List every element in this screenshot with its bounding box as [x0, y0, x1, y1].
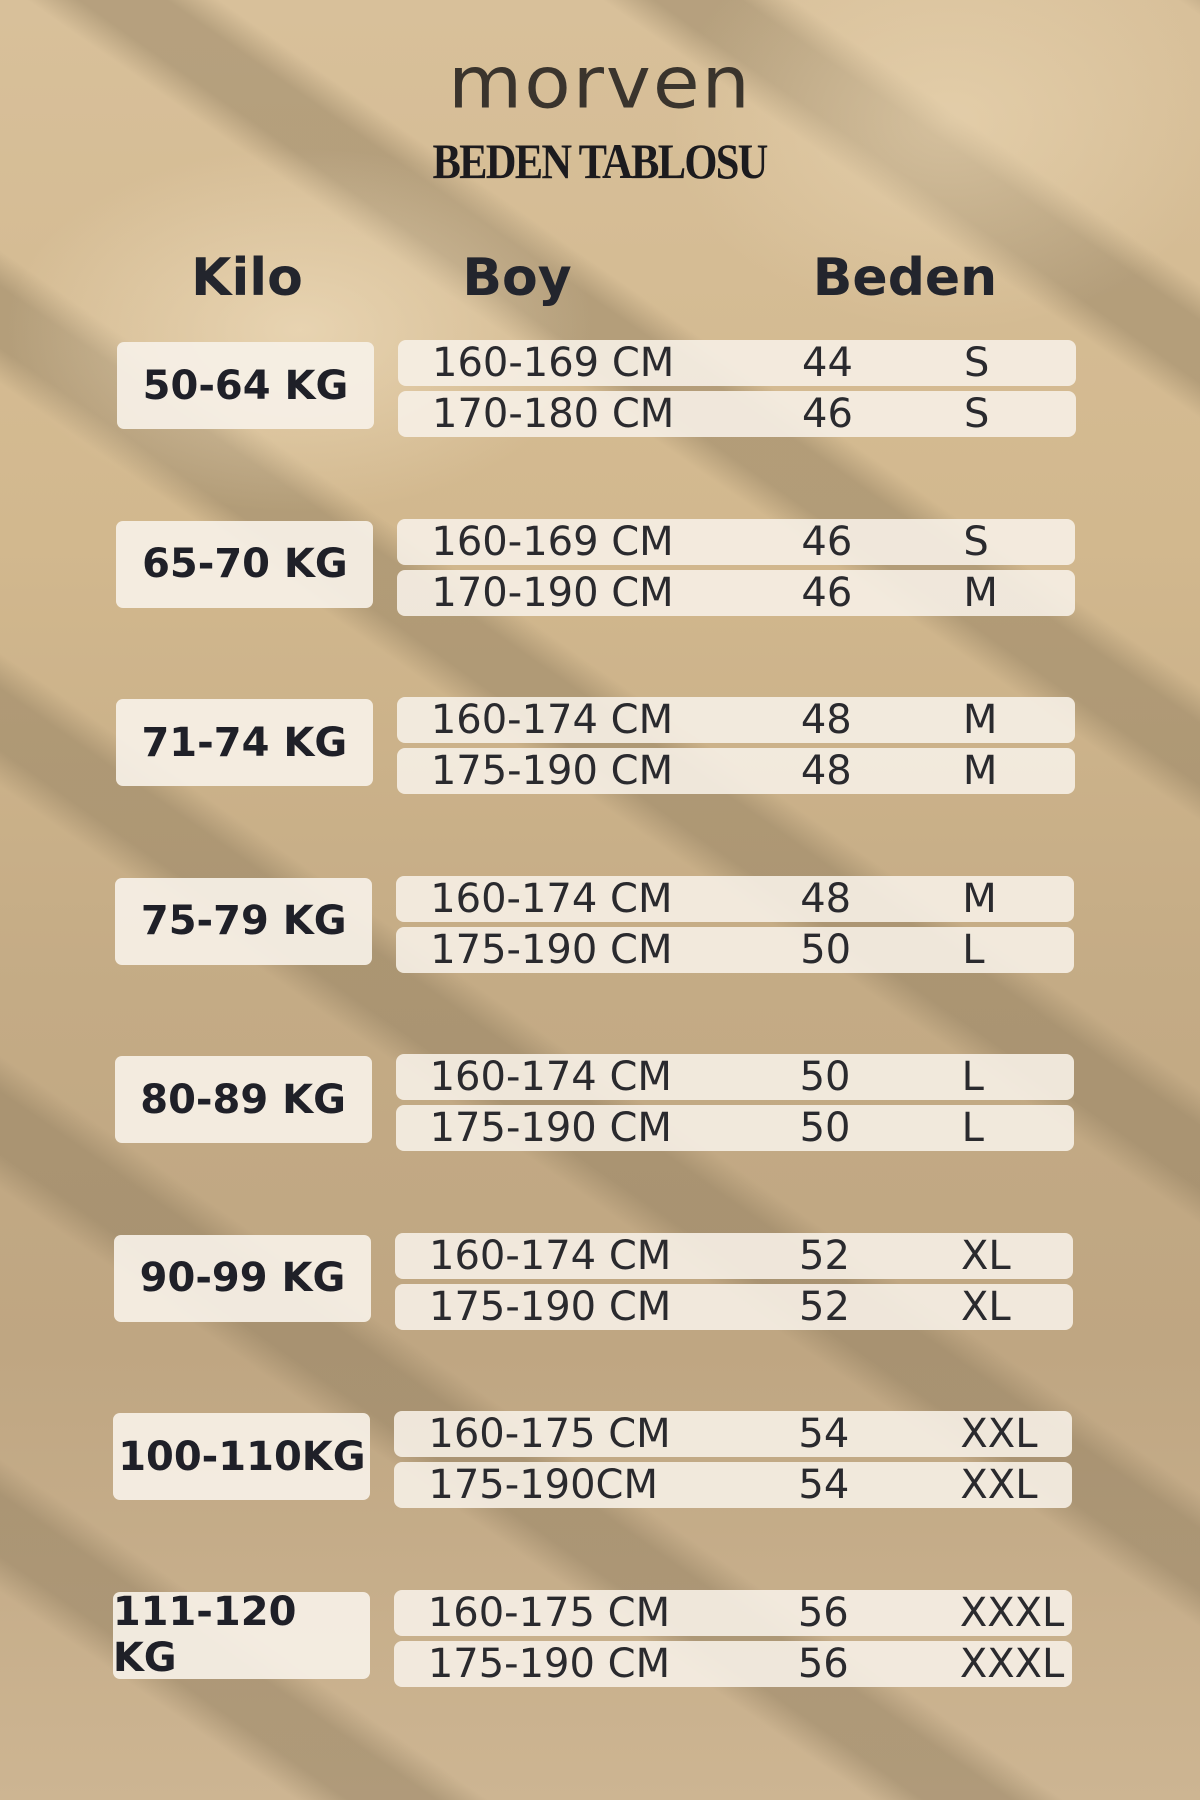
- table-row: 175-190 CM 52 XL: [395, 1283, 1073, 1330]
- table-row: 160-175 CM 56 XXXL: [393, 1589, 1072, 1636]
- table-row: 160-174 CM 50 L: [395, 1054, 1074, 1100]
- size-letter: L: [961, 1105, 984, 1151]
- table-row: 175-190CM 54 XXL: [394, 1462, 1073, 1508]
- table-row: 160-175 CM 54 XXL: [394, 1411, 1073, 1457]
- boy-range: 160-174 CM: [430, 875, 673, 922]
- size-letter: M: [962, 875, 997, 922]
- size-number: 56: [797, 1640, 849, 1687]
- size-group: 80-89 KG 160-174 CM 50 L 175-190 CM 50 L: [0, 1054, 1198, 1154]
- size-letter: L: [961, 1054, 984, 1100]
- size-letter: M: [963, 569, 998, 616]
- size-number: 46: [802, 391, 853, 437]
- size-letter: XXXL: [959, 1589, 1065, 1636]
- size-group: 111-120 KG 160-175 CM 56 XXXL 175-190 CM…: [0, 1589, 1196, 1690]
- size-number: 56: [797, 1589, 849, 1636]
- size-group: 75-79 KG 160-174 CM 48 M 175-190 CM 50 L: [0, 875, 1198, 976]
- size-letter: M: [962, 748, 998, 794]
- size-number: 50: [799, 1054, 851, 1100]
- boy-range: 175-190 CM: [430, 748, 674, 794]
- table-row: 175-190 CM 50 L: [395, 1105, 1074, 1151]
- kilo-range: 50-64 KG: [117, 342, 374, 429]
- table-row: 175-190 CM 48 M: [396, 748, 1075, 794]
- boy-range: 160-169 CM: [431, 518, 674, 565]
- kilo-range: 111-120 KG: [112, 1589, 370, 1681]
- table-row: 160-169 CM 44 S: [398, 340, 1076, 386]
- boy-range: 160-174 CM: [429, 1054, 672, 1100]
- brand-name: morven: [448, 40, 752, 125]
- boy-range: 170-190 CM: [431, 569, 674, 616]
- size-letter: M: [962, 697, 998, 743]
- size-number: 50: [799, 1105, 851, 1151]
- header-boy: Boy: [462, 248, 572, 308]
- boy-range: 160-174 CM: [430, 697, 674, 743]
- size-letter: XXL: [960, 1411, 1038, 1457]
- size-number: 52: [799, 1283, 850, 1330]
- size-letter: XXXL: [959, 1640, 1065, 1687]
- size-group: 90-99 KG 160-174 CM 52 XL 175-190 CM 52 …: [0, 1232, 1197, 1333]
- boy-range: 160-174 CM: [429, 1232, 672, 1279]
- table-row: 160-174 CM 48 M: [396, 697, 1075, 743]
- boy-range: 175-190 CM: [429, 1283, 672, 1330]
- kilo-range: 65-70 KG: [116, 520, 374, 608]
- size-group: 50-64 KG 160-169 CM 44 S 170-180 CM 46 S: [0, 340, 1200, 440]
- boy-range: 160-175 CM: [427, 1589, 671, 1636]
- size-number: 54: [798, 1411, 850, 1457]
- size-number: 48: [800, 748, 852, 794]
- size-number: 48: [800, 875, 852, 922]
- boy-range: 160-169 CM: [432, 340, 675, 386]
- title-text: BEDEN TABLOSU: [432, 133, 769, 189]
- size-letter: S: [964, 340, 990, 386]
- table-row: 160-174 CM 48 M: [396, 875, 1075, 922]
- size-number: 46: [801, 518, 853, 565]
- size-group: 100-110KG 160-175 CM 54 XXL 175-190CM 54…: [0, 1411, 1196, 1511]
- kilo-range: 90-99 KG: [114, 1234, 371, 1322]
- boy-range: 175-190CM: [428, 1462, 658, 1508]
- table-row: 175-190 CM 50 L: [396, 926, 1075, 973]
- size-letter: L: [962, 926, 985, 973]
- table-row: 160-174 CM 52 XL: [395, 1232, 1073, 1279]
- size-number: 52: [799, 1232, 850, 1279]
- size-letter: XL: [961, 1232, 1011, 1279]
- size-number: 44: [802, 340, 853, 386]
- table-row: 160-169 CM 46 S: [397, 518, 1076, 565]
- table-row: 175-190 CM 56 XXXL: [393, 1640, 1072, 1687]
- size-number: 46: [801, 569, 853, 616]
- boy-range: 160-175 CM: [428, 1411, 671, 1457]
- size-group: 71-74 KG 160-174 CM 48 M 175-190 CM 48 M: [0, 697, 1199, 797]
- size-number: 48: [800, 697, 852, 743]
- size-group: 65-70 KG 160-169 CM 46 S 170-190 CM 46 M: [0, 518, 1199, 619]
- boy-range: 170-180 CM: [432, 391, 675, 437]
- size-letter: XL: [961, 1283, 1011, 1330]
- table-row: 170-190 CM 46 M: [397, 569, 1076, 616]
- size-number: 54: [798, 1462, 850, 1508]
- size-letter: XXL: [960, 1462, 1038, 1508]
- boy-range: 175-190 CM: [430, 926, 673, 973]
- size-letter: S: [963, 518, 989, 565]
- size-number: 50: [800, 926, 852, 973]
- kilo-range: 80-89 KG: [114, 1056, 372, 1143]
- boy-range: 175-190 CM: [429, 1105, 672, 1151]
- brand-logo: morven: [0, 38, 1200, 127]
- table-row: 170-180 CM 46 S: [398, 391, 1076, 437]
- size-letter: S: [964, 391, 990, 437]
- header-beden: Beden: [812, 248, 998, 308]
- header-kilo: Kilo: [191, 248, 303, 308]
- kilo-range: 100-110KG: [113, 1413, 371, 1500]
- kilo-range: 71-74 KG: [115, 699, 373, 786]
- kilo-range: 75-79 KG: [115, 877, 373, 965]
- boy-range: 175-190 CM: [427, 1640, 671, 1687]
- page-title: BEDEN TABLOSU: [0, 132, 1200, 190]
